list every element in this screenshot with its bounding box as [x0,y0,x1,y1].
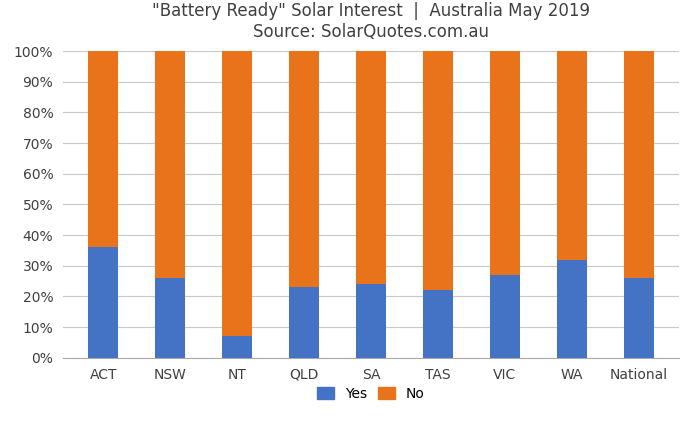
Title: "Battery Ready" Solar Interest  |  Australia May 2019
Source: SolarQuotes.com.au: "Battery Ready" Solar Interest | Austral… [152,3,590,41]
Bar [88,248,118,358]
Bar [289,287,319,358]
Bar [624,51,654,278]
Bar [556,51,587,260]
Bar [490,275,520,358]
Bar [222,337,252,358]
Bar [423,51,453,291]
Bar [155,278,186,358]
Bar [289,51,319,287]
Legend: Yes, No: Yes, No [312,381,430,406]
Bar [624,278,654,358]
Bar [423,291,453,358]
Bar [556,260,587,358]
Bar [490,51,520,275]
Bar [222,51,252,337]
Bar [155,51,186,278]
Bar [356,284,386,358]
Bar [88,51,118,248]
Bar [356,51,386,284]
